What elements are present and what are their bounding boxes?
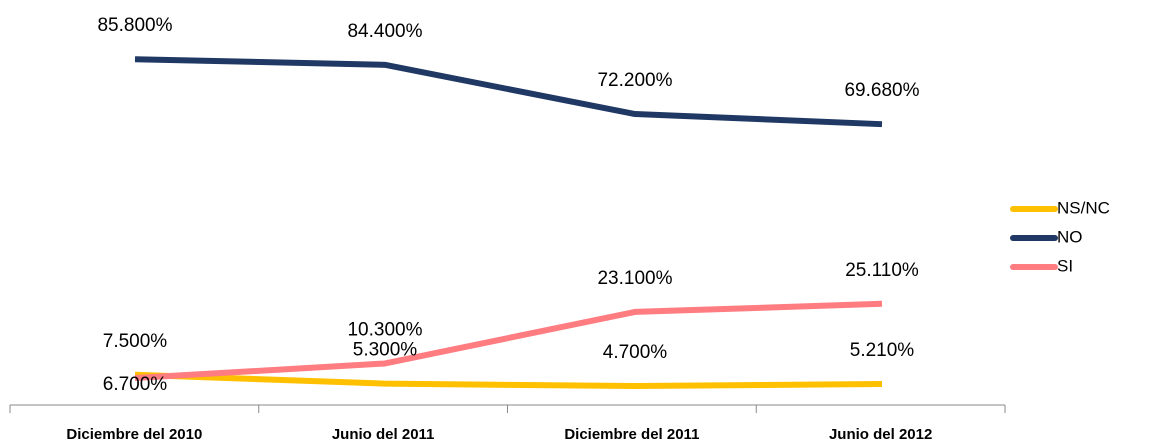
line <box>134 300 883 381</box>
legend-label: NO <box>1057 227 1083 246</box>
data-label: 84.400% <box>347 21 422 42</box>
data-label: 5.300% <box>353 340 418 361</box>
data-label: 69.680% <box>844 80 919 101</box>
data-label: 23.100% <box>597 268 672 289</box>
data-label: 25.110% <box>845 260 919 281</box>
data-label: 10.300% <box>347 320 422 341</box>
data-label: 7.500% <box>103 331 168 352</box>
line <box>134 371 883 390</box>
data-label: 72.200% <box>597 70 672 91</box>
x-tick-label: Diciembre del 2011 <box>564 426 699 443</box>
data-label: 4.700% <box>603 342 668 363</box>
x-tick-label: Diciembre del 2010 <box>66 426 202 443</box>
data-label: 5.210% <box>850 340 915 361</box>
data-label: 6.700% <box>103 374 168 395</box>
line <box>134 56 883 128</box>
legend-label: SI <box>1057 256 1073 275</box>
legend-label: NS/NC <box>1057 198 1110 217</box>
x-tick-label: Junio del 2011 <box>332 426 435 443</box>
x-tick-label: Junio del 2012 <box>829 426 932 443</box>
data-label: 85.800% <box>97 15 172 36</box>
